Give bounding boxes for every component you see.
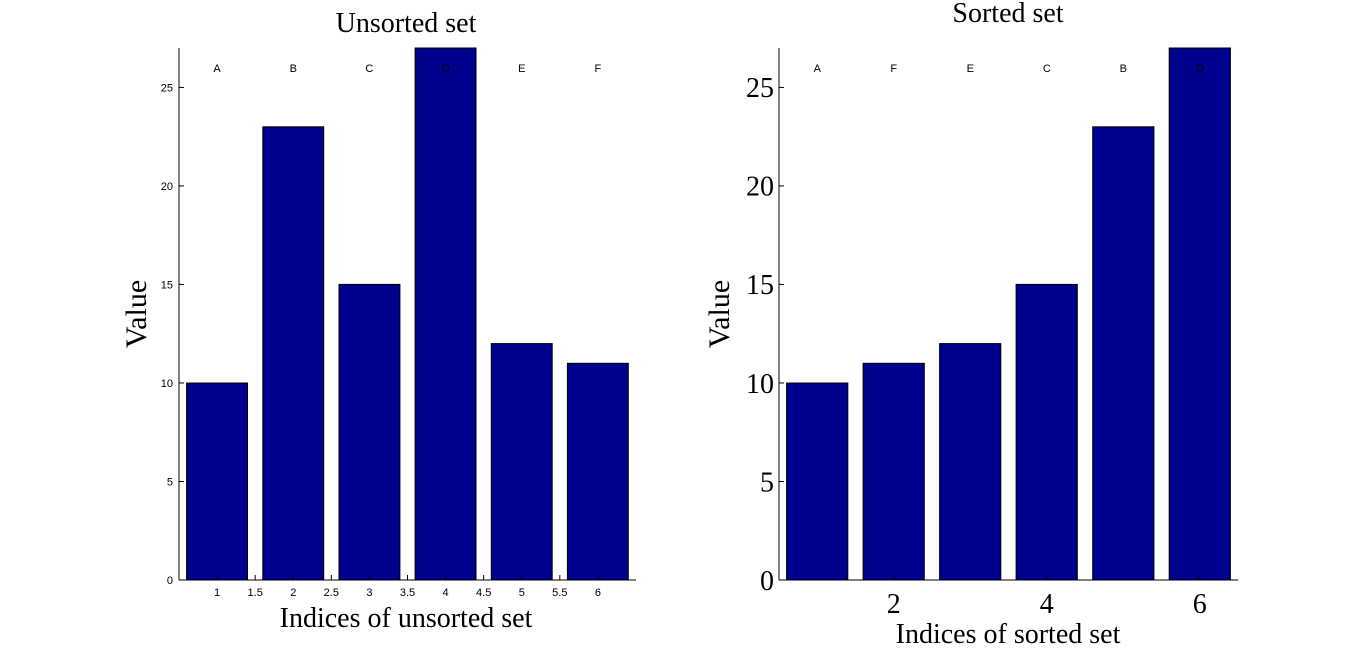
bar-label: D <box>442 63 450 75</box>
bar <box>186 382 249 581</box>
y-tick-label: 15 <box>161 279 173 291</box>
y-axis-label-group: Value <box>120 280 153 348</box>
x-tick-label: 2 <box>290 587 296 599</box>
y-axis-label: Value <box>120 280 153 348</box>
x-axis-label: Indices of unsorted set <box>280 603 533 634</box>
y-tick-label: 20 <box>161 181 173 193</box>
bar-label: A <box>213 63 221 75</box>
y-tick-label: 20 <box>746 172 774 203</box>
y-axis-label-group: Value <box>703 280 736 348</box>
bar <box>1015 283 1078 581</box>
y-axis-label: Value <box>703 280 736 348</box>
x-tick-label: 1.5 <box>248 587 263 599</box>
chart-sorted: Sorted set A F E C B D 0 5 10 15 20 25 2 4 6 Value Ind… <box>703 0 1238 650</box>
y-tick-label: 10 <box>161 378 173 390</box>
y-tick-label: 5 <box>760 467 774 498</box>
chart-unsorted: Unsorted set A B C D E F 0 5 10 15 20 25 1 1.5 2 2.5 3 3.… <box>120 8 636 634</box>
x-tick-label: 5 <box>519 587 525 599</box>
x-tick-label: 6 <box>595 587 601 599</box>
plot-area: A B C D E F 0 5 10 15 20 25 1 1.5 2 2.5 3 3.5 4 4.5 5 5.5 6 <box>161 47 636 599</box>
bar-label: C <box>365 63 373 75</box>
x-tick-label: 4 <box>1040 589 1054 620</box>
x-tick-label: 4 <box>443 587 449 599</box>
bar-label: E <box>518 63 525 75</box>
chart-title: Unsorted set <box>336 8 477 39</box>
bar-label: B <box>290 63 297 75</box>
bar <box>490 343 553 581</box>
x-tick-label: 5.5 <box>552 587 567 599</box>
bar-label: E <box>967 63 974 75</box>
bar-label: F <box>890 63 897 75</box>
x-tick-label: 3 <box>366 587 372 599</box>
x-axis-label: Indices of sorted set <box>896 619 1121 650</box>
y-tick-label: 10 <box>746 369 774 400</box>
y-tick-label: 25 <box>746 73 774 104</box>
y-tick-label: 15 <box>746 270 774 301</box>
bar <box>566 362 629 581</box>
bar <box>338 283 401 581</box>
y-tick-label: 0 <box>167 575 173 587</box>
y-tick-label: 5 <box>167 476 173 488</box>
chart-title: Sorted set <box>952 0 1063 29</box>
bar-label: D <box>1196 63 1204 75</box>
x-tick-label: 2 <box>887 589 901 620</box>
bar-label: A <box>814 63 822 75</box>
x-tick-label: 3.5 <box>400 587 415 599</box>
bar-label: B <box>1120 63 1127 75</box>
bar <box>786 382 849 581</box>
bar <box>939 343 1002 581</box>
y-tick-label: 0 <box>760 566 774 597</box>
bar-label: F <box>595 63 602 75</box>
bar <box>414 47 477 581</box>
plot-area: A F E C B D 0 5 10 15 20 25 2 4 6 <box>746 47 1238 620</box>
bar <box>262 126 325 581</box>
x-tick-label: 2.5 <box>324 587 339 599</box>
bar <box>1092 126 1155 581</box>
y-tick-label: 25 <box>161 82 173 94</box>
bar <box>862 362 925 581</box>
x-tick-label: 4.5 <box>476 587 491 599</box>
bar-label: C <box>1043 63 1051 75</box>
x-tick-label: 1 <box>214 587 220 599</box>
bar <box>1168 47 1231 581</box>
x-tick-label: 6 <box>1193 589 1207 620</box>
